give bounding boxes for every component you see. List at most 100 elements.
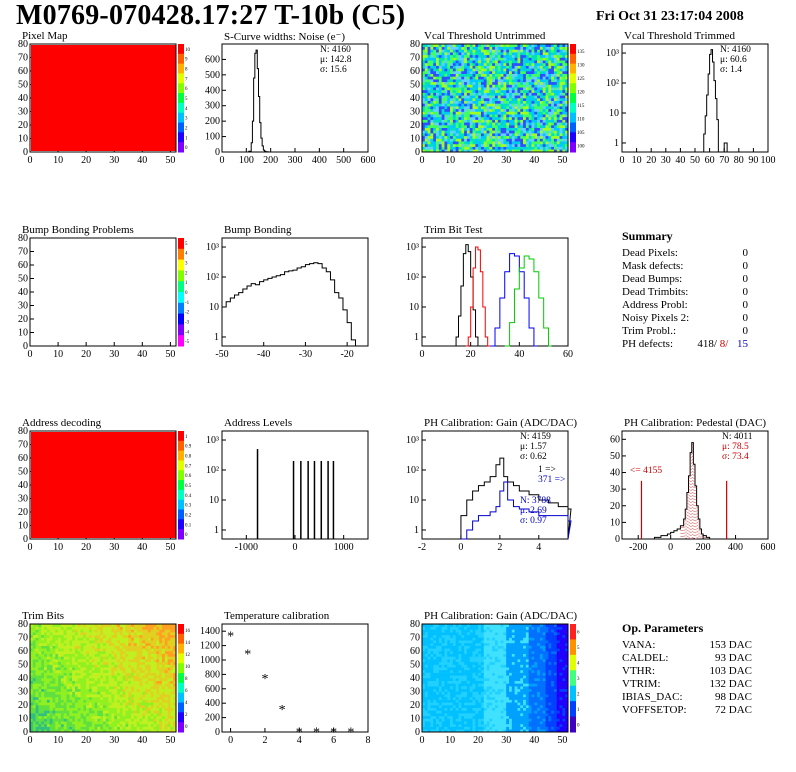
heatmap-cell — [424, 691, 428, 695]
heatmap-cell — [422, 648, 426, 652]
heatmap-cell — [100, 713, 104, 717]
heatmap-cell — [562, 125, 566, 128]
y-tick-label: 1 — [214, 332, 219, 343]
heatmap-cell — [461, 76, 465, 80]
heatmap-cell — [58, 661, 62, 665]
heatmap-cell — [170, 710, 174, 714]
heatmap-cells — [422, 44, 569, 153]
plot-frame — [221, 237, 369, 347]
color-bar-label: 0.8 — [185, 455, 192, 460]
heatmap-cell — [83, 659, 87, 663]
heatmap-cell — [497, 71, 501, 74]
heatmap-cell — [55, 699, 59, 703]
heatmap-cell — [119, 632, 123, 636]
heatmap-cell — [32, 675, 36, 679]
heatmap-cell — [436, 122, 440, 126]
heatmap-cell — [153, 726, 157, 730]
heatmap-cell — [422, 81, 426, 85]
color-bar-label: 3 — [185, 117, 188, 122]
heatmap-cell — [105, 718, 109, 722]
heatmap-cell — [523, 141, 527, 145]
heatmap-cell — [35, 686, 39, 690]
color-bar-label: -4 — [185, 330, 190, 335]
heatmap-cell — [548, 46, 552, 50]
heatmap-cell — [117, 694, 121, 698]
heatmap-cell — [128, 675, 132, 679]
heatmap-cell — [131, 645, 135, 649]
heatmap-cell — [461, 143, 465, 147]
heatmap-cell — [147, 659, 152, 663]
heatmap-cell — [436, 95, 440, 99]
heatmap-cell — [430, 89, 434, 93]
heatmap-cell — [452, 62, 456, 66]
heatmap-cell — [430, 87, 434, 91]
color-bar-label: 110 — [577, 117, 585, 122]
heatmap-cell — [551, 68, 555, 72]
heatmap-cell — [565, 106, 569, 110]
heatmap-cell — [128, 713, 132, 717]
heatmap-cell — [170, 645, 174, 649]
heatmap-cell — [506, 135, 510, 139]
heatmap-cell — [497, 143, 501, 147]
heatmap-cell — [119, 642, 123, 646]
heatmap-cell — [119, 678, 123, 681]
heatmap-cell — [452, 138, 456, 142]
heatmap-cell — [170, 726, 174, 730]
heatmap-cell — [100, 626, 104, 630]
heatmap-cell — [472, 81, 476, 85]
heatmap-cell — [537, 141, 541, 145]
heatmap-cell — [537, 54, 541, 58]
heatmap-cell — [427, 71, 431, 74]
heatmap-cell — [60, 667, 64, 671]
heatmap-cell — [534, 108, 538, 112]
heatmap-cell — [497, 46, 501, 50]
heatmap-cell — [91, 683, 95, 687]
panel-title: Bump Bonding Problems — [22, 224, 134, 236]
heatmap-cell — [478, 81, 482, 85]
heatmap-cell — [66, 651, 70, 654]
heatmap-cell — [562, 130, 566, 134]
heatmap-cell — [427, 87, 431, 91]
heatmap-cell — [77, 672, 81, 676]
heatmap-cell — [517, 76, 521, 80]
heatmap-cell — [514, 135, 518, 139]
x-tick-label: 500 — [336, 155, 351, 166]
heatmap-cell — [139, 667, 143, 671]
heatmap-cell — [551, 133, 555, 137]
heatmap-cell — [111, 705, 115, 708]
heatmap-cell — [77, 705, 81, 708]
heatmap-cell — [562, 133, 566, 137]
heatmap-cell — [119, 661, 123, 665]
heatmap-cell — [480, 108, 485, 112]
heatmap-cell — [562, 146, 566, 150]
heatmap-cell — [105, 669, 109, 673]
heatmap-cell — [103, 691, 107, 695]
heatmap-cell — [436, 76, 440, 80]
heatmap-cell — [447, 111, 451, 115]
heatmap-cell — [553, 122, 558, 126]
heatmap-cell — [153, 696, 157, 700]
heatmap-cell — [517, 62, 521, 66]
heatmap-cell — [506, 81, 510, 85]
heatmap-cell — [480, 81, 485, 85]
heatmap-cell — [72, 699, 76, 703]
heatmap-cell — [111, 637, 115, 641]
heatmap-cell — [503, 116, 507, 120]
heatmap-cell — [424, 54, 428, 58]
heatmap-cell — [156, 715, 160, 719]
heatmap-cell — [170, 632, 174, 636]
heatmap-cell — [55, 683, 59, 687]
heatmap-cell — [422, 642, 426, 646]
heatmap-cell — [105, 705, 109, 708]
heatmap-cell — [537, 106, 541, 110]
heatmap-cell — [125, 710, 129, 714]
heatmap-cell — [528, 73, 532, 77]
heatmap-cell — [161, 624, 166, 627]
heatmap-cell — [461, 84, 465, 88]
heatmap-cell — [458, 114, 462, 118]
heatmap-cell — [506, 100, 510, 104]
heatmap-cell — [424, 710, 428, 714]
heatmap-cell — [131, 715, 135, 719]
heatmap-cell — [500, 127, 504, 131]
heatmap-cell — [86, 718, 90, 722]
